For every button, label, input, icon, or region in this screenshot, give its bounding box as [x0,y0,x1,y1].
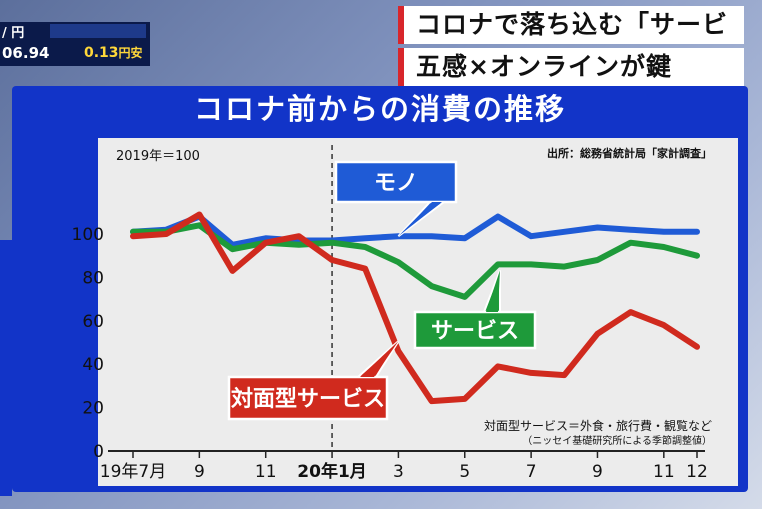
currency-pair: / 円 [2,26,25,41]
exchange-rate: 06.94 [2,44,50,62]
axes: 0 20 40 60 80 100 19年7月 9 11 20年1月 3 5 7 9 11 12 [72,145,708,482]
callout-box-face [227,375,389,421]
mini-chart [50,24,146,38]
series-label-service: サービス [431,319,519,344]
y-tick-label: 0 [93,442,104,462]
headline-line-1: コロナで落ち込む「サービス」 [398,6,744,77]
x-tick-label: 20年1月 [297,461,367,482]
chart-title: コロナ前からの消費の推移 [193,92,566,126]
series-line-face [130,211,700,405]
x-tick-label: 12 [686,462,708,482]
source-note: 出所：総務省統計局「家計調査」 [547,146,712,160]
rate-change: 0.13円安 [84,44,143,61]
currency-ticker: / 円 06.94 0.13円安 [0,22,150,66]
footnote-adjustment: （ニッセイ基礎研究所による季節調整値） [522,434,712,447]
y-tick-label: 60 [82,312,104,332]
series-label-face: 対面型サービス [231,387,385,412]
callout-box-service [413,310,537,350]
x-tick-label: 19年7月 [100,462,166,482]
rate-change-unit: 円安 [118,46,143,60]
base-year-note: 2019年＝100 [116,149,200,164]
y-tick-label: 80 [82,268,104,288]
y-tick-label: 100 [72,225,104,245]
left-edge-panel [0,240,12,496]
callout-pointer-fill-service [486,270,500,312]
headline-line-2: 五感×オンラインが鍵 [398,48,744,86]
x-tick-label: 11 [653,462,675,482]
x-tick-label: 7 [526,462,537,482]
x-tick-label: 5 [459,462,470,482]
x-tick-label: 9 [592,462,603,482]
x-tick-label: 11 [255,462,277,482]
callout-pointer-fill-mono [398,202,442,237]
y-tick-label: 40 [82,355,104,375]
series-line-service [130,222,700,300]
x-tick-label: 3 [393,462,404,482]
footnote-definition: 対面型サービス＝外食・旅行費・観覧など [484,418,712,433]
callout-box-mono [334,160,458,204]
callout-pointer-fill-face [360,341,399,377]
series-line-mono [130,213,700,248]
series-layer [130,211,700,405]
x-tick-label: 9 [194,462,205,482]
series-label-mono: モノ [374,171,418,196]
y-tick-label: 20 [82,399,104,419]
rate-change-value: 0.13 [84,45,119,61]
